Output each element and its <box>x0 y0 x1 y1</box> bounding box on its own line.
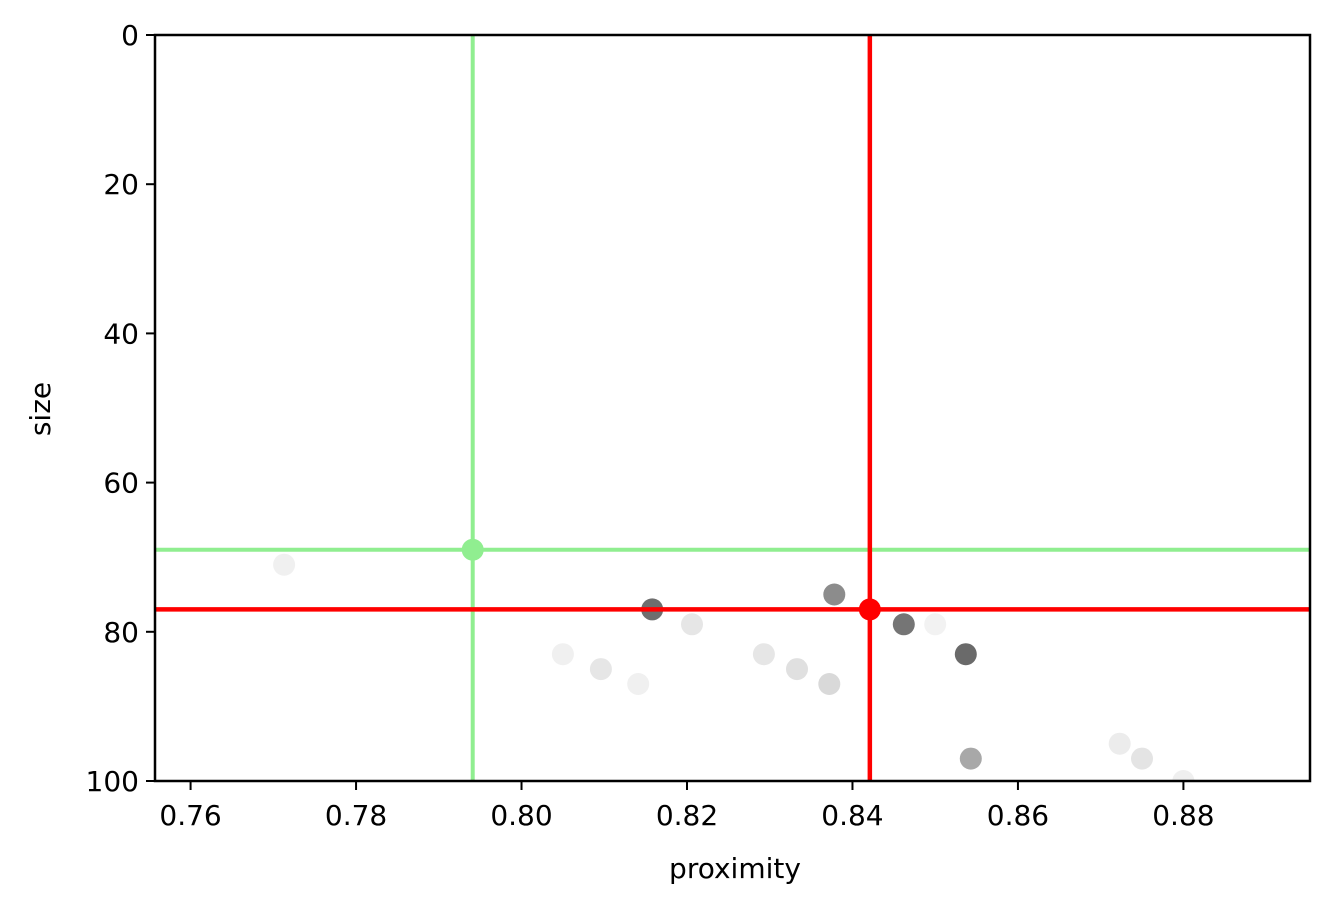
scatter-point <box>924 613 947 636</box>
scatter-point <box>1131 747 1153 770</box>
x-tick-label: 0.82 <box>656 799 718 832</box>
y-tick-label: 40 <box>103 317 139 350</box>
y-tick-label: 60 <box>103 467 139 500</box>
plot-background <box>155 35 1310 781</box>
scatter-point <box>1108 732 1131 755</box>
scatter-point <box>959 747 982 770</box>
scatter-point <box>681 613 703 636</box>
x-tick-label: 0.76 <box>159 799 221 832</box>
scatter-point <box>892 613 915 636</box>
highlight-point-green <box>461 538 484 561</box>
scatter-point <box>823 583 846 606</box>
x-axis: 0.76 0.78 0.80 0.82 0.84 0.86 0.88 <box>159 781 1215 832</box>
points-layer <box>273 553 1195 781</box>
scatter-point <box>818 673 841 695</box>
y-tick-label: 80 <box>103 616 139 649</box>
scatter-point <box>954 643 977 666</box>
y-axis-label: size <box>24 382 57 436</box>
y-tick-label: 0 <box>121 19 139 52</box>
y-tick-label: 20 <box>103 168 139 201</box>
x-tick-label: 0.86 <box>987 799 1049 832</box>
crosshair-layer <box>155 35 1310 781</box>
scatter-point <box>786 658 808 681</box>
x-tick-label: 0.88 <box>1152 799 1214 832</box>
x-tick-label: 0.80 <box>490 799 552 832</box>
y-axis: 0 20 40 60 80 100 <box>86 19 155 798</box>
y-tick-label: 100 <box>86 765 139 798</box>
x-tick-label: 0.84 <box>821 799 883 832</box>
highlight-point-red <box>858 598 881 621</box>
scatter-point <box>551 643 574 666</box>
scatter-point <box>1172 770 1195 781</box>
plot-frame <box>153 33 1312 783</box>
scatter-point <box>752 643 775 666</box>
scatter-point <box>627 673 650 695</box>
x-axis-label: proximity <box>669 852 801 885</box>
scatter-point <box>273 553 296 576</box>
x-tick-label: 0.78 <box>325 799 387 832</box>
scatter-point <box>589 658 612 681</box>
